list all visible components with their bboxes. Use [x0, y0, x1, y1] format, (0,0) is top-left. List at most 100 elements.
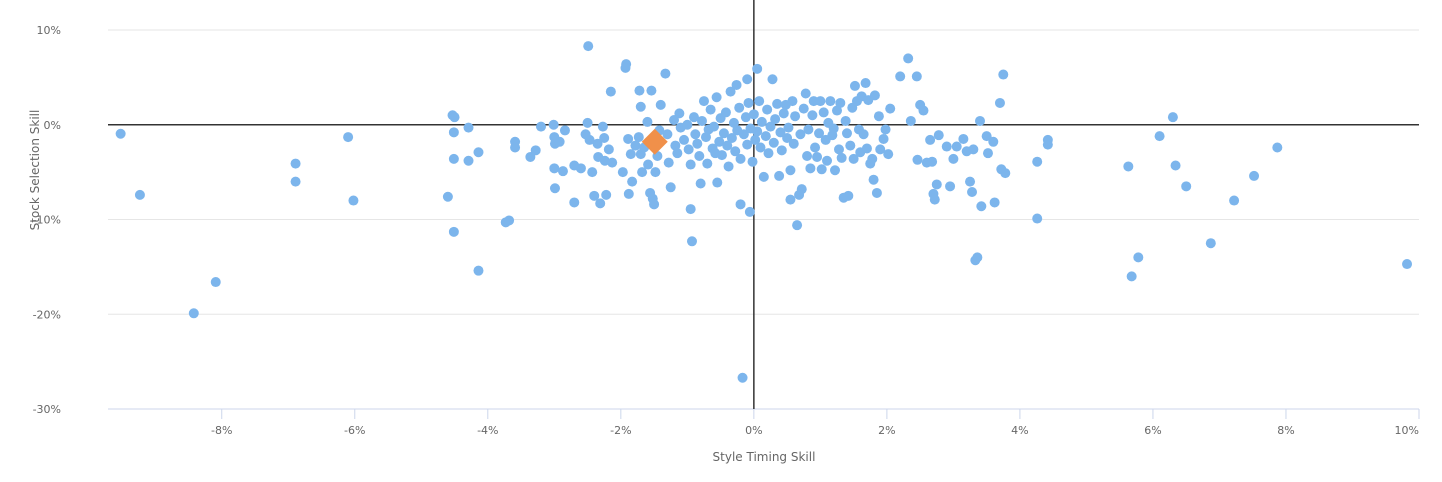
data-points	[115, 41, 1413, 383]
peer-point	[972, 252, 983, 263]
peer-point	[722, 140, 733, 151]
peer-point	[875, 144, 886, 155]
peer-point	[785, 194, 796, 205]
peer-point	[800, 88, 811, 99]
peer-point	[835, 97, 846, 108]
peer-point	[734, 102, 745, 113]
peer-point	[814, 128, 825, 139]
peer-point	[670, 140, 681, 151]
peer-point	[674, 108, 685, 119]
peer-point	[1133, 252, 1144, 263]
peer-point	[836, 152, 847, 163]
peer-point	[188, 308, 199, 319]
peer-point	[728, 117, 739, 128]
peer-point	[869, 90, 880, 101]
peer-point	[776, 145, 787, 156]
peer-point	[679, 134, 690, 145]
peer-point	[758, 171, 769, 182]
peer-point	[348, 195, 359, 206]
x-tick-label: 4%	[1011, 424, 1028, 437]
peer-point	[1170, 160, 1181, 171]
peer-point	[772, 98, 783, 109]
peer-point	[134, 189, 145, 200]
peer-point	[725, 86, 736, 97]
peer-point	[762, 104, 773, 115]
peer-point	[575, 163, 586, 174]
peer-point	[708, 121, 719, 132]
peer-point	[927, 156, 938, 167]
peer-point	[685, 204, 696, 215]
peer-point	[463, 155, 474, 166]
peer-point	[774, 170, 785, 181]
peer-point	[785, 165, 796, 176]
peer-point	[867, 153, 878, 164]
peer-point	[726, 133, 737, 144]
peer-point	[343, 132, 354, 143]
peer-point	[682, 119, 693, 130]
peer-point	[755, 142, 766, 153]
x-tick-label: 8%	[1277, 424, 1294, 437]
peer-point	[589, 190, 600, 201]
peer-point	[742, 139, 753, 150]
peer-point	[592, 138, 603, 149]
y-tick-label: 10%	[37, 24, 61, 37]
peer-point	[1181, 181, 1192, 192]
peer-point	[742, 74, 753, 85]
peer-point	[646, 85, 657, 96]
peer-point	[783, 122, 794, 133]
peer-point	[672, 148, 683, 159]
peer-point	[665, 182, 676, 193]
peer-point	[948, 153, 959, 164]
peer-point	[787, 96, 798, 107]
peer-point	[782, 133, 793, 144]
peer-point	[871, 187, 882, 198]
peer-point	[818, 107, 829, 118]
peer-point	[548, 119, 559, 130]
peer-point	[752, 63, 763, 74]
peer-point	[981, 131, 992, 142]
peer-point	[623, 188, 634, 199]
peer-point	[601, 189, 612, 200]
peer-point	[903, 53, 914, 64]
peer-point	[634, 85, 645, 96]
peer-point	[833, 144, 844, 155]
peer-point	[968, 144, 979, 155]
peer-point	[718, 128, 729, 139]
peer-point	[633, 132, 644, 143]
x-tick-label: -4%	[477, 424, 498, 437]
peer-point	[210, 277, 221, 288]
peer-point	[714, 136, 725, 147]
peer-point	[812, 151, 823, 162]
peer-point	[883, 149, 894, 160]
y-tick-label: -30%	[33, 403, 61, 416]
y-tick-label: 0%	[44, 119, 61, 132]
peer-point	[569, 197, 580, 208]
peer-point	[958, 133, 969, 144]
peer-point	[792, 220, 803, 231]
peer-point	[841, 128, 852, 139]
peer-point	[510, 142, 521, 153]
peer-point	[849, 80, 860, 91]
peer-point	[918, 105, 929, 116]
peer-point	[738, 129, 749, 140]
peer-point	[643, 159, 654, 170]
peer-point	[843, 190, 854, 201]
peer-point	[630, 140, 641, 151]
peer-point	[743, 97, 754, 108]
peer-point	[828, 123, 839, 134]
peer-point	[554, 136, 565, 147]
peer-point	[1154, 131, 1165, 142]
peer-point	[536, 121, 547, 132]
peer-point	[473, 147, 484, 158]
peer-point	[810, 142, 821, 153]
peer-point	[873, 111, 884, 122]
x-tick-label: 0%	[745, 424, 762, 437]
peer-point	[911, 71, 922, 82]
peer-point	[861, 143, 872, 154]
peer-point	[442, 191, 453, 202]
peer-point	[625, 149, 636, 160]
peer-point	[951, 141, 962, 152]
peer-point	[905, 115, 916, 126]
peer-point	[448, 127, 459, 138]
peer-point	[597, 121, 608, 132]
